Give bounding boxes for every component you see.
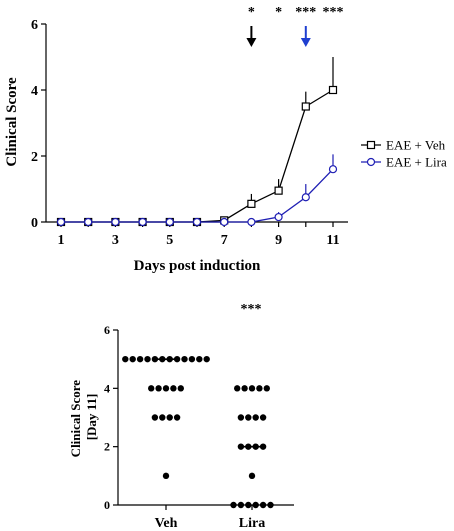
significance-day-9: * [275,5,282,20]
point-lira-score-0 [237,501,245,509]
y-tick-label-0: 0 [31,216,38,231]
point-veh-score-3 [173,414,181,421]
point-veh-9 [274,186,283,195]
legend-label-1: EAE + Lira [386,155,447,170]
point-veh-score-5 [188,355,196,363]
arrow-head-day-8 [246,38,257,47]
point-lira-5 [165,217,174,227]
point-lira-score-1 [248,472,256,480]
point-lira-6 [192,217,202,227]
point-veh-score-4 [148,385,155,392]
point-lira-8 [247,217,256,227]
point-lira-score-4 [248,385,256,392]
point-lira-score-4 [241,385,248,392]
point-lira-score-0 [245,501,252,509]
point-lira-3 [111,217,120,227]
y-tick-label-6: 6 [31,18,38,33]
point-lira-4 [138,217,147,227]
scatter-chart-day11: 0 2 4 6 Veh Lira *** Clinical Score [Day 11] [68,302,294,531]
point-veh-score-5 [122,355,129,363]
point-lira-score-4 [234,385,241,392]
x-tick-label-11: 11 [326,233,339,248]
x2-tick-label-Lira: Lira [239,516,265,531]
point-lira-score-3 [252,414,259,421]
x-tick-label-1: 1 [58,233,65,248]
point-lira-score-2 [237,443,245,450]
legend-label-0: EAE + Veh [386,138,446,153]
point-lira-11 [328,165,338,174]
point-lira-9 [274,212,283,222]
y-tick-label-2: 2 [31,150,38,165]
point-lira-10 [301,193,310,202]
point-veh-10 [301,102,310,111]
point-veh-score-3 [159,414,166,421]
point-veh-score-1 [162,472,170,480]
point-lira-score-0 [230,501,237,509]
significance-day-8: * [248,5,255,20]
y2-tick-label-4: 4 [104,381,110,395]
point-veh-score-3 [166,414,173,421]
point-veh-score-3 [151,414,159,421]
significance-day-10: *** [295,5,316,20]
point-veh-score-5 [181,355,188,363]
point-lira-score-0 [267,501,274,509]
point-veh-score-5 [144,355,151,363]
y-tick-label-4: 4 [31,84,38,99]
point-lira-1 [56,217,66,227]
y2-tick-label-2: 2 [104,440,110,454]
point-lira-score-0 [259,501,267,509]
significance-day-11: *** [323,5,344,20]
point-veh-score-5 [203,355,210,363]
point-veh-score-5 [173,355,181,363]
point-veh-score-4 [177,385,184,392]
legend: EAE + Veh EAE + Lira [361,138,447,170]
series-veh [56,57,338,227]
y-axis-label-2-line1: Clinical Score [68,380,83,458]
x2-tick-label-Veh: Veh [155,516,178,531]
point-lira-score-2 [259,443,267,450]
point-veh-score-5 [151,355,159,363]
arrow-head-day-10 [300,38,311,47]
x-tick-label-3: 3 [112,233,119,248]
legend-marker-lira [366,157,376,167]
point-lira-score-0 [252,501,259,509]
point-lira-score-4 [256,385,263,392]
point-veh-score-5 [129,355,136,363]
point-veh-score-4 [162,385,170,392]
point-lira-score-3 [237,414,245,421]
point-lira-score-3 [245,414,252,421]
series-lira [56,154,338,227]
point-lira-score-3 [259,414,267,421]
significance-label-day11: *** [241,302,262,317]
point-veh-8 [247,199,256,208]
y-axis-label-2-line2: [Day 11] [84,394,99,441]
y2-tick-label-0: 0 [104,498,110,512]
point-lira-2 [84,217,93,227]
point-veh-score-4 [155,385,162,392]
legend-marker-veh [366,140,376,150]
point-veh-score-4 [170,385,177,392]
x-tick-label-9: 9 [275,233,282,248]
x-tick-label-7: 7 [221,233,228,248]
y-axis-label-2: Clinical Score [Day 11] [68,377,99,458]
y2-tick-label-6: 6 [104,323,110,337]
x-axis-label: Days post induction [134,258,261,274]
point-veh-score-5 [196,355,203,363]
series-line-1 [61,168,334,223]
point-veh-score-5 [136,355,144,363]
point-lira-7 [220,217,229,227]
x-tick-label-5: 5 [166,233,173,248]
series-line-0 [61,89,334,223]
point-veh-11 [328,85,338,95]
y-axis-label: Clinical Score [4,77,20,167]
point-lira-score-4 [263,385,270,392]
